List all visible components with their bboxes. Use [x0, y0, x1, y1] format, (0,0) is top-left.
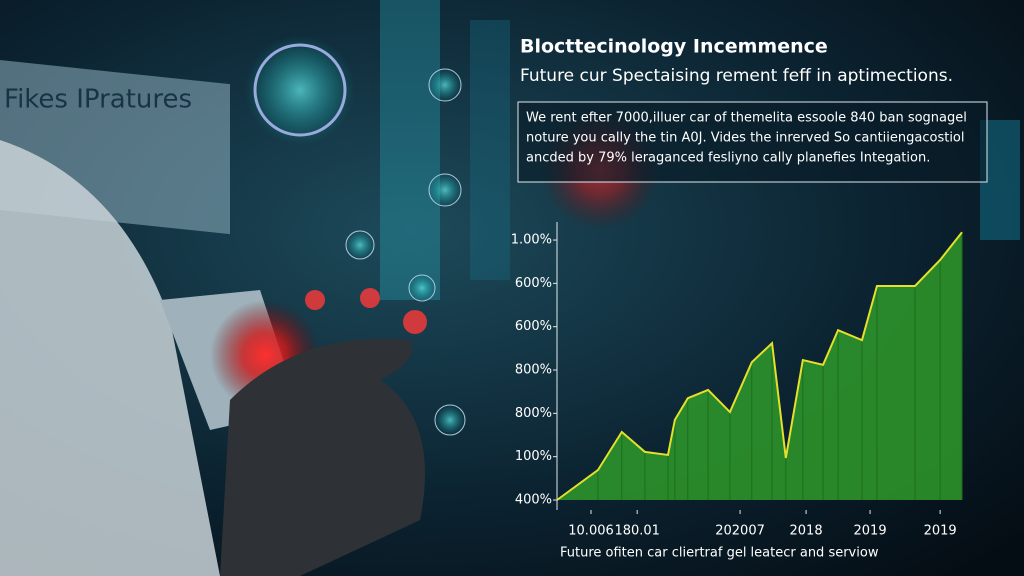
bubble: [345, 230, 375, 260]
x-tick-label: 2019: [924, 524, 957, 539]
y-tick-label: 400%: [515, 493, 552, 508]
x-axis-label: Future ofiten car cliertraf gel leatecr …: [560, 546, 879, 561]
hand: [220, 338, 425, 576]
light-column: [380, 0, 440, 300]
annotation-line: noture you cally the tin A0J. Vides the …: [526, 131, 965, 146]
bubble: [434, 404, 466, 436]
line: [556, 231, 963, 501]
y-tick-label: 800%: [515, 363, 552, 378]
x-tick-label: 10.006: [568, 524, 614, 539]
x-tick-label: 180.01: [614, 524, 660, 539]
bubble: [408, 274, 436, 302]
lab-coat: [0, 140, 220, 576]
annotation-line: We rent efter 7000,illuer car of themeli…: [526, 111, 967, 126]
virus: [245, 35, 355, 145]
y-tick-label: 1.00%: [511, 233, 552, 248]
title: Blocttecinology Incemmence: [520, 36, 828, 58]
annotation-box: [517, 101, 988, 183]
indicator: [403, 310, 427, 334]
indicator: [305, 290, 325, 310]
y-tick-label: 800%: [515, 406, 552, 421]
area: [557, 232, 962, 501]
y-tick-label: 100%: [515, 449, 552, 464]
light-column: [470, 20, 510, 280]
bubble: [428, 68, 462, 102]
virus-shell: [253, 43, 347, 137]
sign-text: Fikes IPratures: [4, 85, 192, 115]
x-tick-label: 2018: [790, 524, 823, 539]
y-tick-label: 600%: [515, 276, 552, 291]
x-tick-label: 2019: [854, 524, 887, 539]
y-tick-label: 600%: [515, 319, 552, 334]
annotation-line: ancded by 79% leraganced fesliyno cally …: [526, 151, 930, 166]
subtitle: Future cur Spectaising rement feff in ap…: [520, 66, 953, 86]
indicator: [360, 288, 380, 308]
bubble: [428, 173, 462, 207]
x-tick-label: 202007: [715, 524, 765, 539]
